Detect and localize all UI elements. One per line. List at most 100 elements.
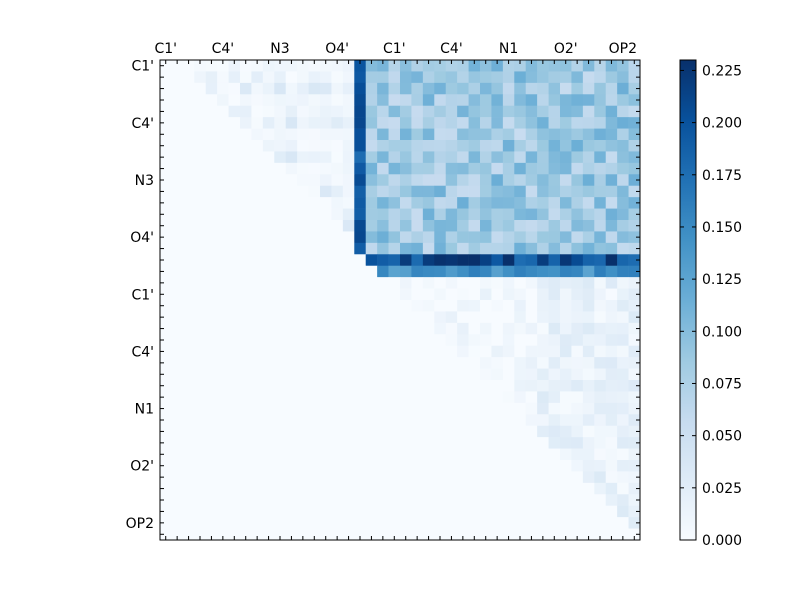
heatmap-cell xyxy=(491,220,504,232)
heatmap-cell xyxy=(548,174,561,187)
heatmap-cell xyxy=(308,334,321,347)
heatmap-cell xyxy=(457,185,469,198)
heatmap-cell xyxy=(502,197,515,209)
heatmap-cell xyxy=(320,517,332,529)
heatmap-cell xyxy=(400,60,412,72)
heatmap-cell xyxy=(331,334,344,347)
heatmap-cell xyxy=(548,528,561,541)
heatmap-cell xyxy=(205,82,218,95)
heatmap-cell xyxy=(228,60,241,72)
heatmap-cell xyxy=(537,151,549,164)
heatmap-cell xyxy=(480,151,492,164)
heatmap-cell xyxy=(502,368,515,381)
heatmap-cell xyxy=(160,517,172,529)
heatmap-cell xyxy=(537,220,549,232)
heatmap-cell xyxy=(251,162,264,175)
heatmap-cell xyxy=(377,185,389,198)
heatmap-cell xyxy=(274,380,287,392)
heatmap-cell xyxy=(628,311,641,324)
heatmap-cell xyxy=(194,380,207,392)
heatmap-cell xyxy=(502,174,515,187)
heatmap-cell xyxy=(514,162,527,175)
heatmap-cell xyxy=(422,105,435,118)
heatmap-cell xyxy=(422,517,435,529)
heatmap-cell xyxy=(377,151,389,164)
heatmap-cell xyxy=(514,460,527,472)
heatmap-cell xyxy=(491,185,504,198)
heatmap-cell xyxy=(480,174,492,187)
heatmap-cell xyxy=(514,380,527,392)
heatmap-cell xyxy=(457,471,469,484)
heatmap-cell xyxy=(514,140,527,152)
heatmap-cell xyxy=(320,425,332,438)
heatmap-cell xyxy=(285,322,298,335)
heatmap-cell xyxy=(205,162,218,175)
heatmap-cell xyxy=(434,128,447,141)
heatmap-cell xyxy=(182,402,195,415)
heatmap-cell xyxy=(422,94,435,107)
heatmap-cell xyxy=(537,505,549,518)
heatmap-cell xyxy=(182,94,195,107)
heatmap-cell xyxy=(365,197,378,209)
heatmap-cell xyxy=(240,174,252,187)
heatmap-cell xyxy=(251,334,264,347)
heatmap-cell xyxy=(491,128,504,141)
heatmap-cell xyxy=(342,402,355,415)
heatmap-cell xyxy=(320,448,332,461)
heatmap-cell xyxy=(308,505,321,518)
heatmap-cell xyxy=(194,220,207,232)
heatmap-cell xyxy=(400,528,412,541)
heatmap-cell xyxy=(617,391,629,404)
heatmap-cell xyxy=(217,380,229,392)
heatmap-cell xyxy=(445,220,458,232)
heatmap-cell xyxy=(274,254,287,267)
heatmap-cell xyxy=(537,345,549,358)
heatmap-cell xyxy=(217,265,229,278)
heatmap-cell xyxy=(537,277,549,289)
heatmap-cell xyxy=(342,505,355,518)
heatmap-cell xyxy=(308,300,321,312)
heatmap-cell xyxy=(571,220,584,232)
heatmap-cell xyxy=(171,277,184,289)
heatmap-cell xyxy=(582,391,595,404)
heatmap-cell xyxy=(285,277,298,289)
heatmap-cell xyxy=(240,277,252,289)
heatmap-cell xyxy=(491,277,504,289)
heatmap-cell xyxy=(182,505,195,518)
heatmap-cell xyxy=(205,471,218,484)
heatmap-cell xyxy=(354,277,367,289)
heatmap-cell xyxy=(262,380,275,392)
heatmap-cell xyxy=(354,140,367,152)
heatmap-cell xyxy=(502,208,515,221)
heatmap-cell xyxy=(251,380,264,392)
heatmap-cell xyxy=(354,368,367,381)
heatmap-cell xyxy=(182,460,195,472)
heatmap-cell xyxy=(217,162,229,175)
heatmap-cell xyxy=(331,71,344,84)
heatmap-cell xyxy=(297,414,309,427)
colorbar-tick-label: 0.175 xyxy=(702,168,742,184)
heatmap-cell xyxy=(308,277,321,289)
heatmap-cell xyxy=(468,414,481,427)
heatmap-cell xyxy=(434,425,447,438)
heatmap-cell xyxy=(377,128,389,141)
heatmap-cell xyxy=(388,288,401,301)
heatmap-cell xyxy=(308,94,321,107)
heatmap-cell xyxy=(228,437,241,449)
heatmap-cell xyxy=(594,151,607,164)
heatmap-cell xyxy=(297,208,309,221)
heatmap-cell xyxy=(194,288,207,301)
heatmap-cell xyxy=(308,174,321,187)
heatmap-cell xyxy=(297,345,309,358)
heatmap-cell xyxy=(365,494,378,507)
heatmap-cell xyxy=(308,162,321,175)
plot-frame xyxy=(159,59,641,541)
heatmap-cell xyxy=(205,391,218,404)
heatmap-cell xyxy=(514,357,527,369)
heatmap-cell xyxy=(354,471,367,484)
heatmap-cell xyxy=(617,414,629,427)
heatmap-cell xyxy=(605,414,618,427)
heatmap-cell xyxy=(617,448,629,461)
heatmap-cell xyxy=(377,254,389,267)
heatmap-cell xyxy=(491,60,504,72)
